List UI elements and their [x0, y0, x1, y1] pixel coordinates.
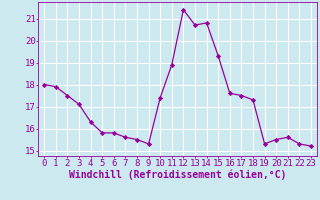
X-axis label: Windchill (Refroidissement éolien,°C): Windchill (Refroidissement éolien,°C) [69, 169, 286, 180]
